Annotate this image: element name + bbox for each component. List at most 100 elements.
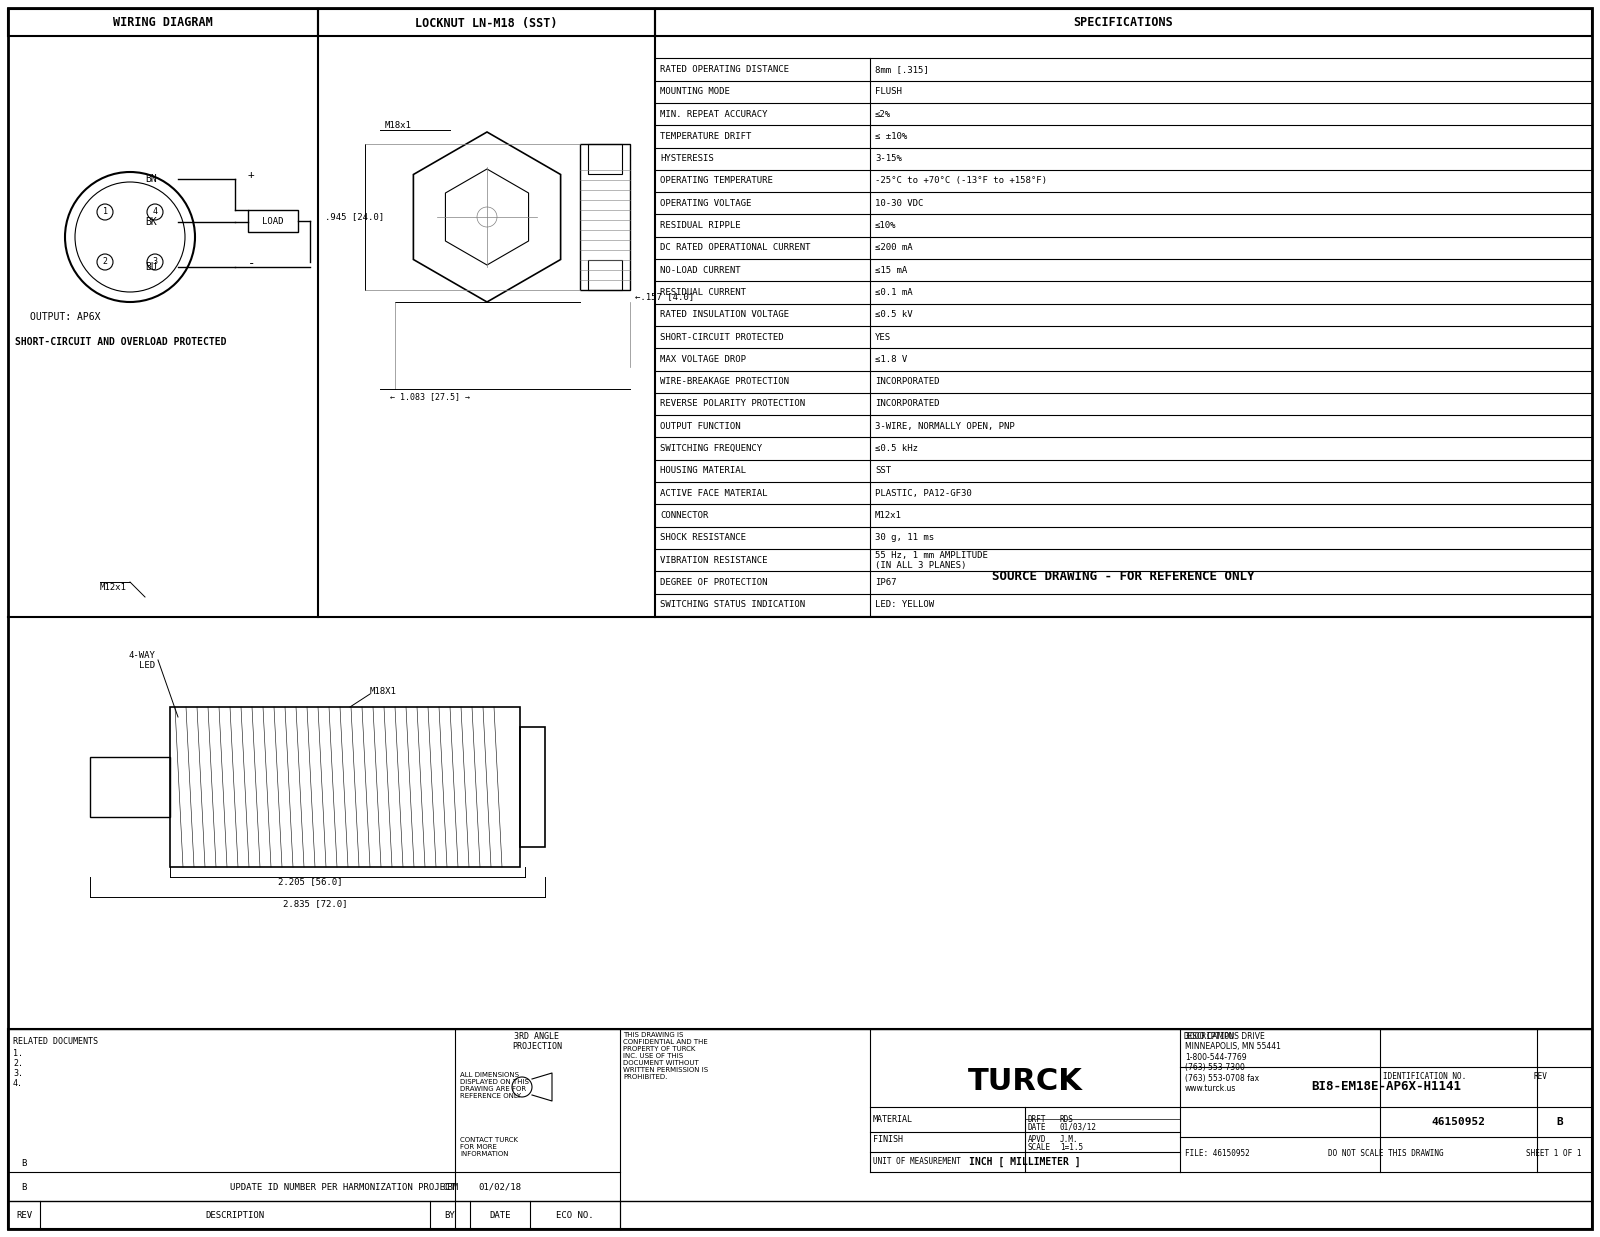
Text: ACTIVE FACE MATERIAL: ACTIVE FACE MATERIAL xyxy=(661,489,768,497)
Circle shape xyxy=(98,204,114,220)
Text: OPERATING VOLTAGE: OPERATING VOLTAGE xyxy=(661,199,752,208)
Text: OPERATING TEMPERATURE: OPERATING TEMPERATURE xyxy=(661,177,773,186)
Text: 1: 1 xyxy=(102,208,107,216)
Text: 8mm [.315]: 8mm [.315] xyxy=(875,66,928,74)
Bar xyxy=(90,757,170,816)
Text: WIRING DIAGRAM: WIRING DIAGRAM xyxy=(114,16,213,30)
Text: 3: 3 xyxy=(152,257,157,266)
Text: 55 Hz, 1 mm AMPLITUDE: 55 Hz, 1 mm AMPLITUDE xyxy=(875,550,987,559)
Text: B: B xyxy=(21,1183,27,1191)
Bar xyxy=(8,1029,1592,1230)
Text: M12x1: M12x1 xyxy=(99,583,126,591)
Text: ≤200 mA: ≤200 mA xyxy=(875,244,912,252)
Text: B: B xyxy=(21,1159,27,1168)
Text: RDS: RDS xyxy=(1059,1115,1074,1123)
Text: ALL DIMENSIONS
DISPLAYED ON THIS
DRAWING ARE FOR
REFERENCE ONLY: ALL DIMENSIONS DISPLAYED ON THIS DRAWING… xyxy=(461,1072,530,1098)
Text: LED: YELLOW: LED: YELLOW xyxy=(875,600,934,609)
Text: 2.: 2. xyxy=(13,1059,22,1068)
Text: FILE: 46150952: FILE: 46150952 xyxy=(1186,1149,1250,1159)
Text: LOAD: LOAD xyxy=(262,216,283,225)
Text: SOURCE DRAWING - FOR REFERENCE ONLY: SOURCE DRAWING - FOR REFERENCE ONLY xyxy=(992,570,1254,584)
Text: HOUSING MATERIAL: HOUSING MATERIAL xyxy=(661,466,746,475)
Text: REVERSE POLARITY PROTECTION: REVERSE POLARITY PROTECTION xyxy=(661,400,805,408)
Text: THIS DRAWING IS
CONFIDENTIAL AND THE
PROPERTY OF TURCK
INC. USE OF THIS
DOCUMENT: THIS DRAWING IS CONFIDENTIAL AND THE PRO… xyxy=(622,1032,709,1080)
Text: 3-WIRE, NORMALLY OPEN, PNP: 3-WIRE, NORMALLY OPEN, PNP xyxy=(875,422,1014,430)
Text: HYSTERESIS: HYSTERESIS xyxy=(661,155,714,163)
Text: TURCK: TURCK xyxy=(968,1068,1083,1096)
Text: SPECIFICATIONS: SPECIFICATIONS xyxy=(1074,16,1173,30)
Bar xyxy=(589,260,622,289)
Text: 30 g, 11 ms: 30 g, 11 ms xyxy=(875,533,934,542)
Text: -25°C to +70°C (-13°F to +158°F): -25°C to +70°C (-13°F to +158°F) xyxy=(875,177,1046,186)
Text: SWITCHING FREQUENCY: SWITCHING FREQUENCY xyxy=(661,444,762,453)
Text: SHEET 1 OF 1: SHEET 1 OF 1 xyxy=(1526,1149,1582,1159)
Text: UNIT OF MEASUREMENT: UNIT OF MEASUREMENT xyxy=(874,1158,962,1166)
Bar xyxy=(654,9,1592,36)
Text: DATE: DATE xyxy=(1027,1122,1046,1132)
Text: -: - xyxy=(248,257,256,271)
Bar xyxy=(589,143,622,174)
Text: LED: LED xyxy=(139,661,155,669)
Text: ≤0.1 mA: ≤0.1 mA xyxy=(875,288,912,297)
Text: DO NOT SCALE THIS DRAWING: DO NOT SCALE THIS DRAWING xyxy=(1328,1149,1443,1159)
Text: PLASTIC, PA12-GF30: PLASTIC, PA12-GF30 xyxy=(875,489,971,497)
Text: 01/02/18: 01/02/18 xyxy=(478,1183,522,1191)
Text: ←.157 [4.0]: ←.157 [4.0] xyxy=(635,292,694,302)
Text: SST: SST xyxy=(875,466,891,475)
Text: 3-15%: 3-15% xyxy=(875,155,902,163)
Text: YES: YES xyxy=(875,333,891,341)
Text: SHOCK RESISTANCE: SHOCK RESISTANCE xyxy=(661,533,746,542)
Text: BN: BN xyxy=(146,174,157,184)
Text: OUTPUT FUNCTION: OUTPUT FUNCTION xyxy=(661,422,741,430)
Text: RELATED DOCUMENTS: RELATED DOCUMENTS xyxy=(13,1037,98,1047)
Text: 1=1.5: 1=1.5 xyxy=(1059,1143,1083,1153)
Text: FLUSH: FLUSH xyxy=(875,88,902,96)
Text: M18x1: M18x1 xyxy=(386,120,411,130)
Text: INCORPORATED: INCORPORATED xyxy=(875,377,939,386)
Text: IP67: IP67 xyxy=(875,578,896,586)
Text: 4: 4 xyxy=(152,208,157,216)
Circle shape xyxy=(98,254,114,270)
Text: SHORT-CIRCUIT AND OVERLOAD PROTECTED: SHORT-CIRCUIT AND OVERLOAD PROTECTED xyxy=(14,336,227,348)
Text: DESCRIPTION: DESCRIPTION xyxy=(205,1211,264,1220)
Text: 10-30 VDC: 10-30 VDC xyxy=(875,199,923,208)
Text: BU: BU xyxy=(146,262,157,272)
Text: APVD: APVD xyxy=(1027,1136,1046,1144)
Bar xyxy=(520,727,546,847)
Text: DESCRIPTION: DESCRIPTION xyxy=(1182,1032,1234,1042)
Bar xyxy=(8,9,318,36)
Text: SCALE: SCALE xyxy=(1027,1143,1051,1153)
Text: IDENTIFICATION NO.: IDENTIFICATION NO. xyxy=(1382,1072,1466,1081)
Text: CBM: CBM xyxy=(442,1183,458,1191)
Text: MAX VOLTAGE DROP: MAX VOLTAGE DROP xyxy=(661,355,746,364)
Text: BI8-EM18E-AP6X-H1141: BI8-EM18E-AP6X-H1141 xyxy=(1310,1080,1461,1094)
Text: PROJECTION: PROJECTION xyxy=(512,1042,562,1051)
Text: TEMPERATURE DRIFT: TEMPERATURE DRIFT xyxy=(661,132,752,141)
Text: 3RD ANGLE: 3RD ANGLE xyxy=(515,1032,560,1042)
Circle shape xyxy=(147,204,163,220)
Text: ≤0.5 kHz: ≤0.5 kHz xyxy=(875,444,918,453)
Bar xyxy=(248,210,298,233)
Text: BY: BY xyxy=(445,1211,456,1220)
Text: FINISH: FINISH xyxy=(874,1136,902,1144)
Text: B: B xyxy=(1557,1117,1563,1127)
Text: 46150952: 46150952 xyxy=(1430,1117,1485,1127)
Text: CONNECTOR: CONNECTOR xyxy=(661,511,709,520)
Text: MIN. REPEAT ACCURACY: MIN. REPEAT ACCURACY xyxy=(661,110,768,119)
Text: SWITCHING STATUS INDICATION: SWITCHING STATUS INDICATION xyxy=(661,600,805,609)
Bar xyxy=(579,143,630,289)
Text: REV: REV xyxy=(16,1211,32,1220)
Text: DATE: DATE xyxy=(490,1211,510,1220)
Bar xyxy=(318,9,654,36)
Text: ← 1.083 [27.5] →: ← 1.083 [27.5] → xyxy=(390,392,470,402)
Text: RESIDUAL CURRENT: RESIDUAL CURRENT xyxy=(661,288,746,297)
Text: 3000 CAMPUS DRIVE
MINNEAPOLIS, MN 55441
1-800-544-7769
(763) 553-7300
(763) 553-: 3000 CAMPUS DRIVE MINNEAPOLIS, MN 55441 … xyxy=(1186,1032,1282,1094)
Text: ≤1.8 V: ≤1.8 V xyxy=(875,355,907,364)
Text: OUTPUT: AP6X: OUTPUT: AP6X xyxy=(30,312,101,322)
Text: MOUNTING MODE: MOUNTING MODE xyxy=(661,88,730,96)
Text: ECO NO.: ECO NO. xyxy=(557,1211,594,1220)
Text: RATED OPERATING DISTANCE: RATED OPERATING DISTANCE xyxy=(661,66,789,74)
Text: WIRE-BREAKAGE PROTECTION: WIRE-BREAKAGE PROTECTION xyxy=(661,377,789,386)
Text: 2.835 [72.0]: 2.835 [72.0] xyxy=(283,899,347,908)
Text: DRFT: DRFT xyxy=(1027,1115,1046,1123)
